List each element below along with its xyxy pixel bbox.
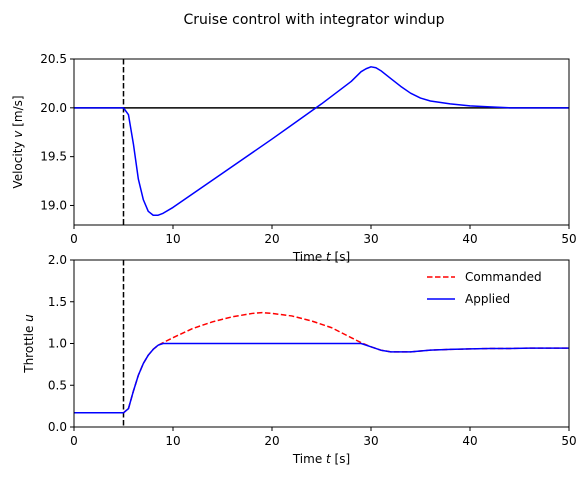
- plot2-y-tick-label: 1.5: [48, 295, 67, 309]
- plot2-x-tick-label: 0: [70, 434, 78, 448]
- plot1-x-axis-label: Time t [s]: [292, 250, 350, 264]
- plot2-x-tick-label: 10: [165, 434, 180, 448]
- legend-label-commanded: Commanded: [465, 270, 542, 284]
- legend-label-applied: Applied: [465, 292, 510, 306]
- throttle-plot: 0 10 20 30 40 50 0.0 0.5 1.0 1.5 2.0 Time t [s] Thro…: [22, 253, 577, 466]
- plot2-x-tick-label: 30: [363, 434, 378, 448]
- plot1-x-tick-label: 20: [264, 232, 279, 246]
- plot2-y-tick-label: 0.5: [48, 378, 67, 392]
- plot1-y-tick-label: 19.5: [40, 150, 67, 164]
- plot1-x-tick-label: 40: [462, 232, 477, 246]
- plot2-y-tick-label: 2.0: [48, 253, 67, 267]
- plot2-y-axis-label: Throttle u: [22, 314, 36, 374]
- plot1-series-0-line: [74, 66, 569, 216]
- plot2-x-tick-label: 50: [561, 434, 576, 448]
- plot1-y-tick-label: 20.0: [40, 101, 67, 115]
- plot1-x-tick-label: 30: [363, 232, 378, 246]
- plot2-x-tick-label: 20: [264, 434, 279, 448]
- velocity-plot: 0 10 20 30 40 50 19.0 19.5 20.0 20.5 Time t [s] Vel…: [11, 52, 577, 264]
- plot2-x-tick-label: 40: [462, 434, 477, 448]
- plot1-y-tick-label: 19.0: [40, 198, 67, 212]
- plot2-legend: Commanded Applied: [427, 270, 542, 306]
- plot1-x-tick-label: 50: [561, 232, 576, 246]
- plot1-x-tick-label: 0: [70, 232, 78, 246]
- plot2-x-axis-label: Time t [s]: [292, 452, 350, 466]
- plot1-y-axis-label: Velocity v [m/s]: [11, 95, 25, 188]
- figure-title: Cruise control with integrator windup: [184, 12, 445, 28]
- plot2-y-tick-label: 1.0: [48, 337, 67, 351]
- plot1-axes-frame: [73, 58, 570, 226]
- plot1-y-tick-label: 20.5: [40, 52, 67, 66]
- plot2-series-applied-line: [74, 342, 569, 414]
- plot2-y-tick-label: 0.0: [48, 420, 67, 434]
- plot1-x-tick-label: 10: [165, 232, 180, 246]
